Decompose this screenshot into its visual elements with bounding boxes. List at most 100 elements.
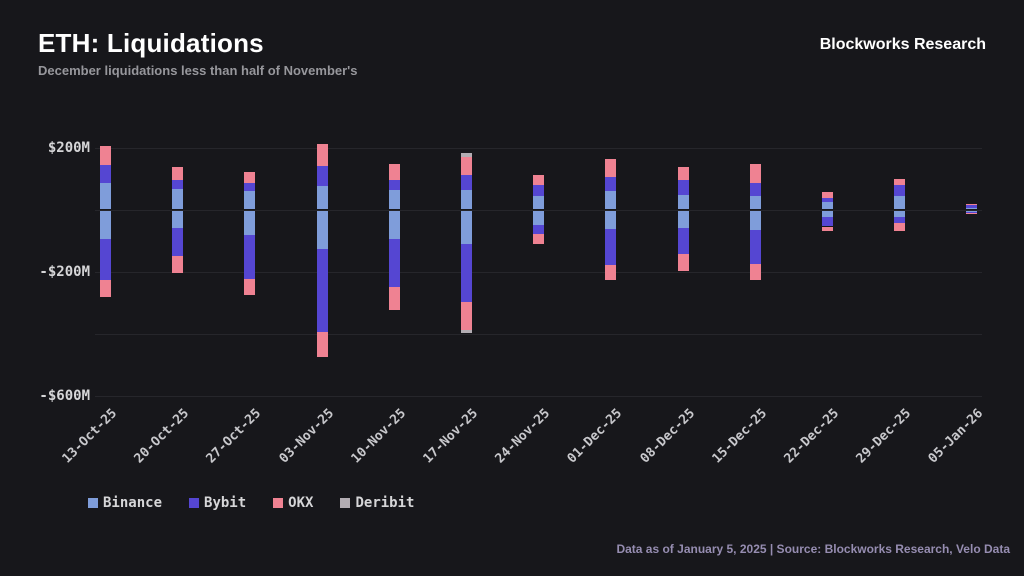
bar-segment-binance-short[interactable]	[461, 211, 472, 245]
brand-logo: Blockworks Research	[819, 36, 986, 53]
bar-segment-binance-long[interactable]	[244, 191, 256, 209]
gridline	[95, 272, 982, 273]
bar-segment-okx-long[interactable]	[461, 156, 472, 176]
bar-segment-okx-long[interactable]	[100, 145, 111, 165]
bar-segment-okx-short[interactable]	[822, 226, 833, 232]
legend-label: OKX	[288, 495, 314, 511]
legend-item-bybit[interactable]: Bybit	[189, 495, 246, 511]
bar-segment-deribit-short[interactable]	[461, 330, 472, 334]
legend-label: Binance	[103, 495, 163, 511]
bar-segment-bybit-long[interactable]	[605, 176, 617, 191]
bar-segment-binance-long[interactable]	[461, 190, 472, 209]
bar-segment-bybit-long[interactable]	[749, 182, 761, 196]
bar-segment-okx-long[interactable]	[316, 144, 328, 166]
bar-segment-okx-long[interactable]	[244, 172, 256, 184]
x-axis-tick-label: 22-Dec-25	[781, 406, 843, 467]
bar-segment-binance-long[interactable]	[749, 195, 761, 209]
bar-segment-binance-short[interactable]	[749, 211, 761, 231]
bar-segment-okx-long[interactable]	[822, 192, 833, 199]
bar-segment-binance-short[interactable]	[822, 211, 833, 218]
bar-segment-bybit-long[interactable]	[388, 180, 400, 191]
bar-segment-binance-long[interactable]	[894, 196, 906, 209]
x-axis-tick-label: 15-Dec-25	[709, 406, 770, 467]
bar-segment-bybit-short[interactable]	[388, 239, 400, 288]
bar-segment-okx-long[interactable]	[749, 164, 761, 183]
bar-segment-binance-long[interactable]	[677, 195, 689, 209]
bar-segment-okx-long[interactable]	[677, 166, 689, 180]
bar-segment-binance-short[interactable]	[316, 211, 328, 249]
bar-segment-bybit-long[interactable]	[172, 179, 184, 189]
bar-segment-okx-short[interactable]	[100, 280, 111, 298]
bar-segment-binance-short[interactable]	[244, 211, 256, 235]
bar-segment-bybit-short[interactable]	[533, 224, 545, 235]
bar-segment-bybit-short[interactable]	[172, 228, 184, 256]
bar-segment-binance-short[interactable]	[172, 211, 184, 229]
gridline	[95, 396, 982, 397]
bar-segment-okx-short[interactable]	[316, 332, 328, 357]
bar-segment-okx-short[interactable]	[894, 223, 906, 231]
bar-segment-binance-short[interactable]	[100, 211, 111, 239]
bar-segment-okx-long[interactable]	[172, 166, 184, 180]
bar-segment-bybit-short[interactable]	[749, 230, 761, 264]
bar-segment-deribit-long[interactable]	[461, 152, 472, 157]
x-axis-tick-label: 13-Oct-25	[59, 406, 121, 467]
bar-segment-bybit-short[interactable]	[244, 234, 256, 280]
bar-segment-okx-long[interactable]	[605, 159, 617, 177]
bar-segment-okx-short[interactable]	[172, 255, 184, 273]
legend-swatch-okx-icon	[273, 498, 284, 508]
bar-segment-binance-short[interactable]	[605, 211, 617, 230]
gridline	[95, 334, 982, 335]
bar-segment-bybit-long[interactable]	[966, 204, 978, 208]
bar-segment-okx-short[interactable]	[677, 254, 689, 271]
bar-segment-bybit-long[interactable]	[316, 165, 328, 187]
bar-segment-binance-long[interactable]	[316, 186, 328, 209]
bar-segment-bybit-short[interactable]	[822, 217, 833, 227]
bar-segment-okx-long[interactable]	[966, 203, 978, 205]
x-axis-tick-label: 10-Nov-25	[348, 406, 409, 467]
bar-segment-bybit-short[interactable]	[605, 229, 617, 265]
bar-segment-okx-short[interactable]	[244, 279, 256, 296]
legend-item-deribit[interactable]: Deribit	[340, 495, 414, 511]
bar-segment-okx-long[interactable]	[388, 164, 400, 181]
page-subtitle: December liquidations less than half of …	[38, 63, 358, 78]
bar-segment-bybit-short[interactable]	[894, 216, 906, 224]
bar-segment-bybit-short[interactable]	[461, 244, 472, 303]
bar-segment-bybit-long[interactable]	[244, 183, 256, 192]
bar-segment-okx-short[interactable]	[749, 264, 761, 280]
bar-segment-binance-short[interactable]	[966, 211, 978, 212]
bar-segment-okx-long[interactable]	[894, 178, 906, 186]
bar-segment-bybit-long[interactable]	[461, 175, 472, 191]
bar-segment-binance-short[interactable]	[894, 211, 906, 217]
bar-segment-okx-short[interactable]	[461, 302, 472, 331]
x-axis-tick-label: 08-Dec-25	[637, 406, 698, 467]
bar-segment-bybit-short[interactable]	[966, 211, 978, 213]
legend-item-binance[interactable]: Binance	[88, 495, 162, 511]
x-axis-tick-label: 29-Dec-25	[853, 406, 915, 467]
bar-segment-binance-long[interactable]	[172, 188, 184, 209]
bar-segment-okx-short[interactable]	[605, 264, 617, 281]
legend-item-okx[interactable]: OKX	[273, 495, 313, 511]
bar-segment-binance-long[interactable]	[822, 202, 833, 209]
x-axis-tick-label: 24-Nov-25	[492, 406, 554, 467]
bar-segment-bybit-long[interactable]	[533, 184, 545, 197]
bar-segment-bybit-long[interactable]	[894, 185, 906, 197]
bar-segment-okx-short[interactable]	[533, 234, 545, 244]
bar-segment-bybit-long[interactable]	[100, 164, 111, 183]
bar-segment-binance-long[interactable]	[533, 196, 545, 209]
bar-segment-binance-short[interactable]	[388, 211, 400, 240]
bar-segment-binance-long[interactable]	[605, 191, 617, 209]
bar-segment-bybit-long[interactable]	[677, 179, 689, 196]
bar-segment-okx-short[interactable]	[388, 287, 400, 310]
bar-segment-binance-short[interactable]	[533, 211, 545, 225]
bar-segment-binance-long[interactable]	[388, 190, 400, 209]
bar-segment-binance-long[interactable]	[966, 207, 978, 209]
bar-segment-bybit-short[interactable]	[100, 238, 111, 281]
bar-segment-bybit-short[interactable]	[677, 227, 689, 255]
bar-segment-bybit-short[interactable]	[316, 248, 328, 333]
gridline	[95, 148, 982, 149]
bar-segment-bybit-long[interactable]	[822, 198, 833, 203]
bar-segment-binance-long[interactable]	[100, 182, 111, 209]
bar-segment-okx-long[interactable]	[533, 174, 545, 185]
bar-segment-binance-short[interactable]	[677, 211, 689, 228]
